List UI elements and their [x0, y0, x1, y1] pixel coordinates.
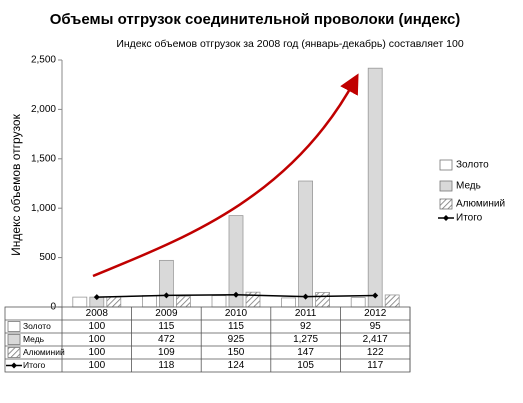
table-frame — [4, 306, 411, 373]
total-marker — [93, 294, 100, 301]
table-key — [7, 321, 21, 332]
table-value: 115 — [158, 321, 174, 332]
table-value: 472 — [158, 334, 175, 345]
bar — [106, 296, 122, 308]
x-tick-label: 2011 — [295, 308, 317, 319]
legend-key — [439, 180, 453, 192]
table-value: 100 — [88, 347, 105, 358]
table-value: 100 — [88, 334, 105, 345]
legend-label: Алюминий — [456, 199, 505, 210]
bar — [367, 67, 383, 308]
x-tick-label: 2008 — [86, 308, 109, 319]
table-value: 118 — [158, 360, 174, 371]
x-tick-label: 2010 — [225, 308, 248, 319]
y-tick-label: 2,000 — [31, 104, 56, 115]
bar — [298, 180, 314, 308]
y-axis-label: Индекс объемов отгрузок — [9, 113, 23, 255]
table-series-label: Медь — [23, 334, 45, 344]
table-series-label: Алюминий — [23, 347, 65, 357]
bar — [211, 295, 227, 308]
legend-key — [439, 159, 453, 171]
table-value: 117 — [367, 360, 383, 371]
table-value: 1,275 — [293, 334, 318, 345]
x-tick-label: 2012 — [364, 308, 387, 319]
y-tick-label: 1,500 — [31, 153, 56, 164]
table-value: 2,417 — [363, 334, 388, 345]
legend-label: Золото — [456, 160, 489, 171]
total-marker — [372, 292, 379, 299]
y-tick-label: 2,500 — [31, 55, 56, 66]
bar — [158, 259, 174, 308]
table-value: 115 — [228, 321, 244, 332]
y-tick-label: 500 — [39, 252, 56, 263]
legend-key — [439, 198, 453, 210]
total-marker — [302, 293, 309, 300]
x-tick-label: 2009 — [155, 308, 178, 319]
bar — [72, 296, 88, 308]
total-marker — [233, 291, 239, 298]
table-value: 109 — [158, 347, 175, 358]
table-value: 124 — [228, 360, 245, 371]
bar — [281, 297, 297, 308]
bar — [175, 295, 191, 308]
table-value: 100 — [88, 360, 105, 371]
table-key — [7, 334, 21, 345]
table-value: 122 — [367, 347, 384, 358]
legend-key — [443, 215, 449, 221]
legend-label: Итого — [456, 213, 483, 224]
table-value: 147 — [297, 347, 314, 358]
bar — [141, 295, 157, 308]
table-value: 150 — [228, 347, 245, 358]
table-key — [7, 347, 21, 358]
table-key — [11, 362, 17, 369]
table-value: 92 — [300, 321, 312, 332]
bar — [384, 294, 400, 308]
chart-title: Объемы отгрузок соединительной проволоки… — [50, 11, 461, 28]
bar — [350, 297, 366, 308]
total-marker — [163, 292, 170, 299]
y-tick-label: 1,000 — [31, 203, 56, 214]
trend-arrow — [92, 73, 359, 278]
bar — [315, 292, 331, 308]
table-series-label: Итого — [23, 360, 46, 370]
table-series-label: Золото — [23, 321, 51, 331]
table-value: 925 — [228, 334, 245, 345]
legend-label: Медь — [456, 181, 481, 192]
table-value: 100 — [88, 321, 105, 332]
chart-subtitle: Индекс объемов отгрузок за 2008 год (янв… — [116, 38, 464, 50]
table-value: 105 — [297, 360, 314, 371]
table-value: 95 — [370, 321, 382, 332]
